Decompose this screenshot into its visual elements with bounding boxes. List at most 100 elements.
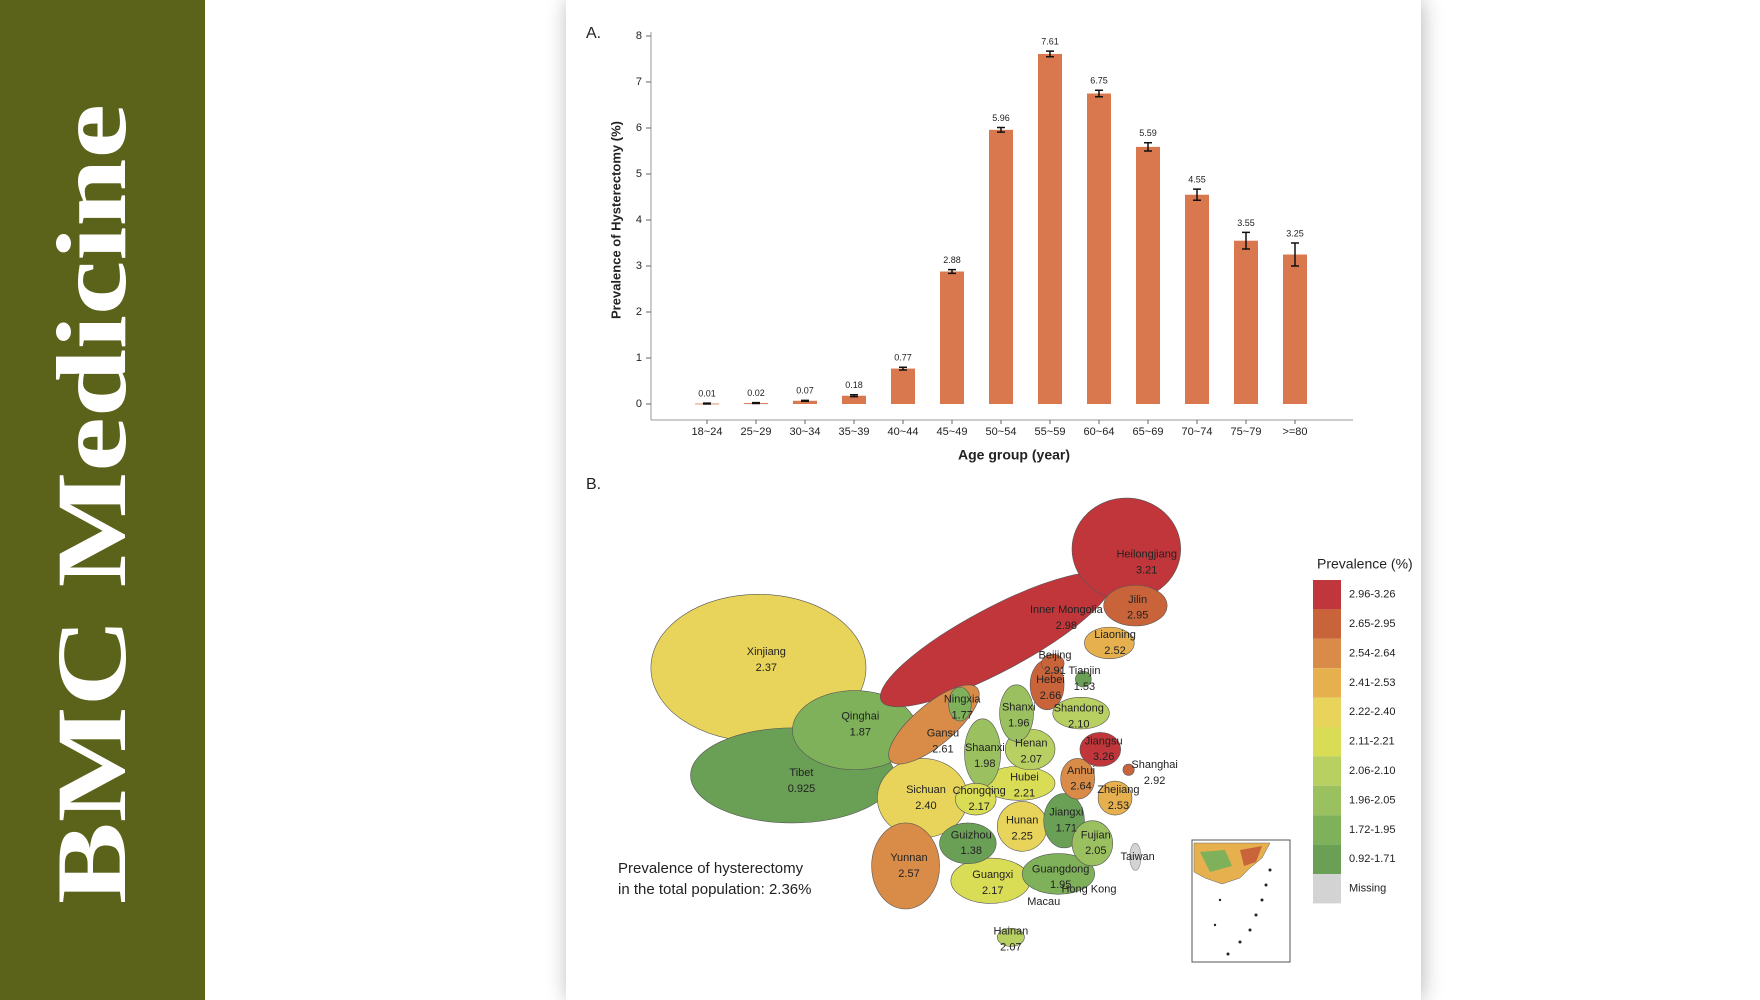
legend-label: 2.11-2.21 xyxy=(1349,736,1395,748)
province-value: 3.26 xyxy=(1093,751,1114,763)
province-value: 2.95 xyxy=(1127,610,1148,622)
province-value: 2.07 xyxy=(1000,941,1021,953)
province-value: 2.92 xyxy=(1144,775,1165,787)
province-name: Xinjiang xyxy=(747,646,786,658)
bar xyxy=(1087,93,1111,404)
x-tick-label: 65~69 xyxy=(1133,426,1164,438)
legend-label: 2.22-2.40 xyxy=(1349,706,1395,718)
legend-label: 2.06-2.10 xyxy=(1349,765,1395,777)
province-name: Inner Mongolia xyxy=(1030,604,1104,616)
province-name: Henan xyxy=(1015,738,1047,750)
province-value: 2.10 xyxy=(1068,718,1089,730)
legend-swatch xyxy=(1313,609,1341,639)
legend-swatch xyxy=(1313,638,1341,669)
bar xyxy=(989,129,1013,404)
error-bar xyxy=(752,401,760,405)
province-name: Ningxia xyxy=(944,693,982,705)
legend-swatch xyxy=(1313,844,1341,874)
x-tick-label: >=80 xyxy=(1282,426,1307,438)
province-name: Qinghai xyxy=(841,710,879,722)
legend-swatch xyxy=(1313,727,1341,757)
journal-name: BMC Medicine xyxy=(36,104,147,904)
province-value: 3.21 xyxy=(1136,564,1157,576)
province-name: Hebei xyxy=(1036,674,1065,686)
province-value: 2.53 xyxy=(1108,800,1129,812)
error-bar xyxy=(1144,141,1152,152)
province-name: Hubei xyxy=(1010,772,1039,784)
error-bar xyxy=(899,366,907,371)
province-value: 2.40 xyxy=(915,800,936,812)
error-bar xyxy=(1291,242,1299,267)
province-name: Chongqing xyxy=(953,785,1006,797)
legend-label: Missing xyxy=(1349,883,1386,895)
province-value: 2.61 xyxy=(932,743,953,755)
x-axis-title: Age group (year) xyxy=(958,447,1070,463)
legend-label: 1.96-2.05 xyxy=(1349,794,1395,806)
y-tick-label: 6 xyxy=(636,122,642,134)
province-value: 1.38 xyxy=(961,845,982,857)
province-value: 2.57 xyxy=(898,868,919,880)
data-label: 2.88 xyxy=(943,255,961,265)
province-name: Heilongjiang xyxy=(1116,549,1177,561)
sidebar xyxy=(0,0,205,1000)
province-value: 2.66 xyxy=(1040,690,1061,702)
bar xyxy=(940,271,964,404)
data-label: 0.18 xyxy=(845,380,863,390)
error-bar xyxy=(703,402,711,405)
legend-swatch xyxy=(1313,815,1341,845)
province xyxy=(1075,670,1092,688)
bar xyxy=(1283,254,1307,404)
legend-title: Prevalence (%) xyxy=(1317,556,1413,572)
region-name: Taiwan xyxy=(1121,851,1155,863)
province-value: 2.37 xyxy=(756,662,777,674)
province xyxy=(1103,584,1168,627)
y-axis-title: Prevalence of Hysterectomy (%) xyxy=(608,121,623,319)
province-value: 2.52 xyxy=(1104,645,1125,657)
province-name: Zhejiang xyxy=(1097,784,1139,796)
data-label: 0.01 xyxy=(698,388,716,398)
legend-swatch xyxy=(1313,756,1341,786)
data-label: 0.77 xyxy=(894,353,912,363)
province xyxy=(1079,732,1121,767)
province-value: 2.21 xyxy=(1014,787,1035,799)
data-label: 0.02 xyxy=(747,388,765,398)
province-name: Jiangsu xyxy=(1085,735,1123,747)
legend-label: 2.96-3.26 xyxy=(1349,589,1395,601)
y-tick-label: 3 xyxy=(636,260,642,272)
region-shape xyxy=(1129,843,1142,871)
province xyxy=(1021,853,1095,895)
data-label: 5.96 xyxy=(992,113,1010,123)
data-label: 5.59 xyxy=(1139,128,1157,138)
error-bar xyxy=(1095,89,1103,98)
province-name: Guangdong xyxy=(1032,863,1090,875)
province xyxy=(939,822,997,865)
province-value: 2.98 xyxy=(1056,620,1077,632)
legend-swatch xyxy=(1313,785,1341,816)
x-tick-label: 50~54 xyxy=(986,426,1017,438)
province-value: 0.925 xyxy=(788,783,816,795)
province-value: 1.95 xyxy=(1050,879,1071,891)
legend-label: 2.65-2.95 xyxy=(1349,618,1395,630)
region-name: Macau xyxy=(1027,896,1060,908)
panel-label: A. xyxy=(586,25,601,42)
province xyxy=(1071,820,1114,867)
province-name: Guangxi xyxy=(972,869,1013,881)
x-tick-label: 55~59 xyxy=(1035,426,1066,438)
province-value: 2.17 xyxy=(982,885,1003,897)
province-value: 1.71 xyxy=(1056,823,1077,835)
province-name: Anhui xyxy=(1067,765,1095,777)
error-bar xyxy=(850,394,858,398)
province xyxy=(996,927,1025,947)
province-value: 1.53 xyxy=(1074,681,1095,693)
province-value: 2.91 xyxy=(1044,665,1065,677)
x-tick-label: 40~44 xyxy=(888,426,919,438)
province-name: Liaoning xyxy=(1094,629,1136,641)
province-value: 2.64 xyxy=(1070,781,1091,793)
province-value: 2.25 xyxy=(1011,830,1032,842)
bar xyxy=(842,395,866,404)
province-name: Shandong xyxy=(1054,703,1104,715)
province-value: 2.17 xyxy=(968,801,989,813)
province-value: 1.96 xyxy=(1008,717,1029,729)
